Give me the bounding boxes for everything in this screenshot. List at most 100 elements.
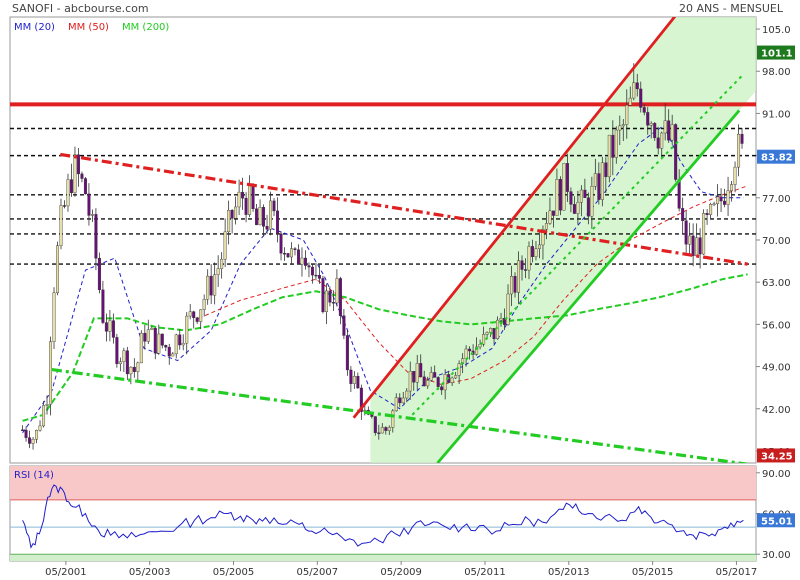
candle-body (433, 372, 437, 378)
x-tick-label: 05/2011 (464, 567, 506, 578)
candle-body (38, 425, 42, 431)
candle-body (576, 202, 580, 214)
candle-body (269, 200, 273, 230)
candle-body (660, 132, 664, 149)
y-tick-label: 91.00 (762, 109, 791, 120)
candle-body (136, 362, 140, 372)
candle-body (527, 246, 531, 271)
candle-body (737, 133, 741, 168)
y-tick-label: 49.00 (762, 363, 791, 374)
candle-body (185, 315, 189, 344)
candle-body (625, 104, 629, 125)
x-tick-label: 05/2015 (632, 567, 674, 578)
candle-body (478, 344, 482, 348)
candle-body (604, 162, 608, 178)
candle-body (223, 231, 227, 260)
candle-body (412, 371, 416, 383)
candle-body (394, 397, 398, 412)
rsi-y-tick-label: 90.00 (762, 469, 791, 480)
candle-body (209, 275, 213, 296)
candle-body (115, 337, 119, 365)
candle-body (551, 210, 555, 216)
candle-body (499, 317, 503, 321)
candle-body (195, 317, 199, 322)
candle-body (146, 329, 150, 342)
candle-body (510, 276, 514, 295)
candle-body (49, 341, 53, 405)
candle-body (150, 327, 154, 330)
candle-body (628, 97, 632, 106)
candle-body (642, 107, 646, 113)
legend-mm50: MM (50) (68, 22, 109, 33)
candle-body (262, 207, 266, 227)
candle-body (716, 196, 720, 205)
candle-body (590, 186, 594, 217)
price-candles (21, 63, 744, 450)
candle-body (688, 235, 692, 245)
candle-body (118, 361, 122, 365)
rsi-oversold-zone (10, 554, 756, 561)
candle-body (600, 162, 604, 200)
candle-body (55, 245, 59, 294)
candle-body (111, 320, 115, 338)
candle-body (611, 134, 615, 158)
y-tick-label: 77.00 (762, 194, 791, 205)
candle-body (230, 210, 234, 219)
candle-body (276, 210, 280, 235)
candle-body (125, 350, 129, 375)
candle-body (338, 278, 342, 316)
rsi-overbought-zone (10, 466, 756, 500)
candle-body (42, 405, 46, 427)
candle-body (248, 185, 252, 215)
candle-body (639, 88, 643, 108)
candle-body (572, 204, 576, 214)
price-y-axis: 105.098.0091.0084.0077.0070.0063.0056.00… (756, 25, 795, 463)
candle-body (485, 332, 489, 335)
candle-body (324, 290, 328, 313)
candle-body (377, 432, 381, 434)
candle-body (380, 427, 384, 434)
candle-body (24, 429, 28, 438)
candle-body (328, 290, 332, 303)
rsi-title: RSI (14) (14, 470, 54, 481)
candle-body (220, 258, 224, 269)
candle-body (234, 206, 238, 219)
candle-body (541, 228, 545, 246)
candle-body (530, 246, 534, 258)
price-marker-label: 101.1 (761, 49, 793, 60)
candle-body (422, 376, 426, 387)
rsi-line (22, 484, 744, 549)
candle-body (468, 348, 472, 352)
candle-body (97, 258, 101, 291)
candle-body (286, 253, 290, 258)
candle-body (167, 346, 171, 357)
candle-body (702, 213, 706, 255)
candle-body (429, 372, 433, 381)
candle-body (520, 260, 524, 270)
price-marker (757, 45, 795, 60)
candle-body (733, 166, 737, 185)
rsi-current-marker (757, 513, 795, 528)
candle-body (555, 179, 559, 216)
candle-body (188, 311, 192, 317)
price-marker-label: 83.82 (761, 153, 793, 164)
legend-mm200: MM (200) (122, 22, 169, 33)
candle-body (349, 369, 353, 384)
candle-body (450, 377, 454, 383)
candle-body (384, 427, 388, 431)
candle-body (227, 210, 231, 233)
candle-body (489, 328, 493, 333)
candle-body (237, 191, 241, 208)
candle-body (310, 266, 314, 276)
y-tick-label: 56.00 (762, 320, 791, 331)
candle-body (199, 309, 203, 322)
candle-body (593, 173, 597, 187)
candle-body (513, 276, 517, 293)
candle-body (506, 293, 510, 325)
candle-body (314, 274, 318, 277)
candle-body (307, 265, 311, 268)
candle-body (21, 429, 25, 432)
candle-body (565, 163, 569, 192)
